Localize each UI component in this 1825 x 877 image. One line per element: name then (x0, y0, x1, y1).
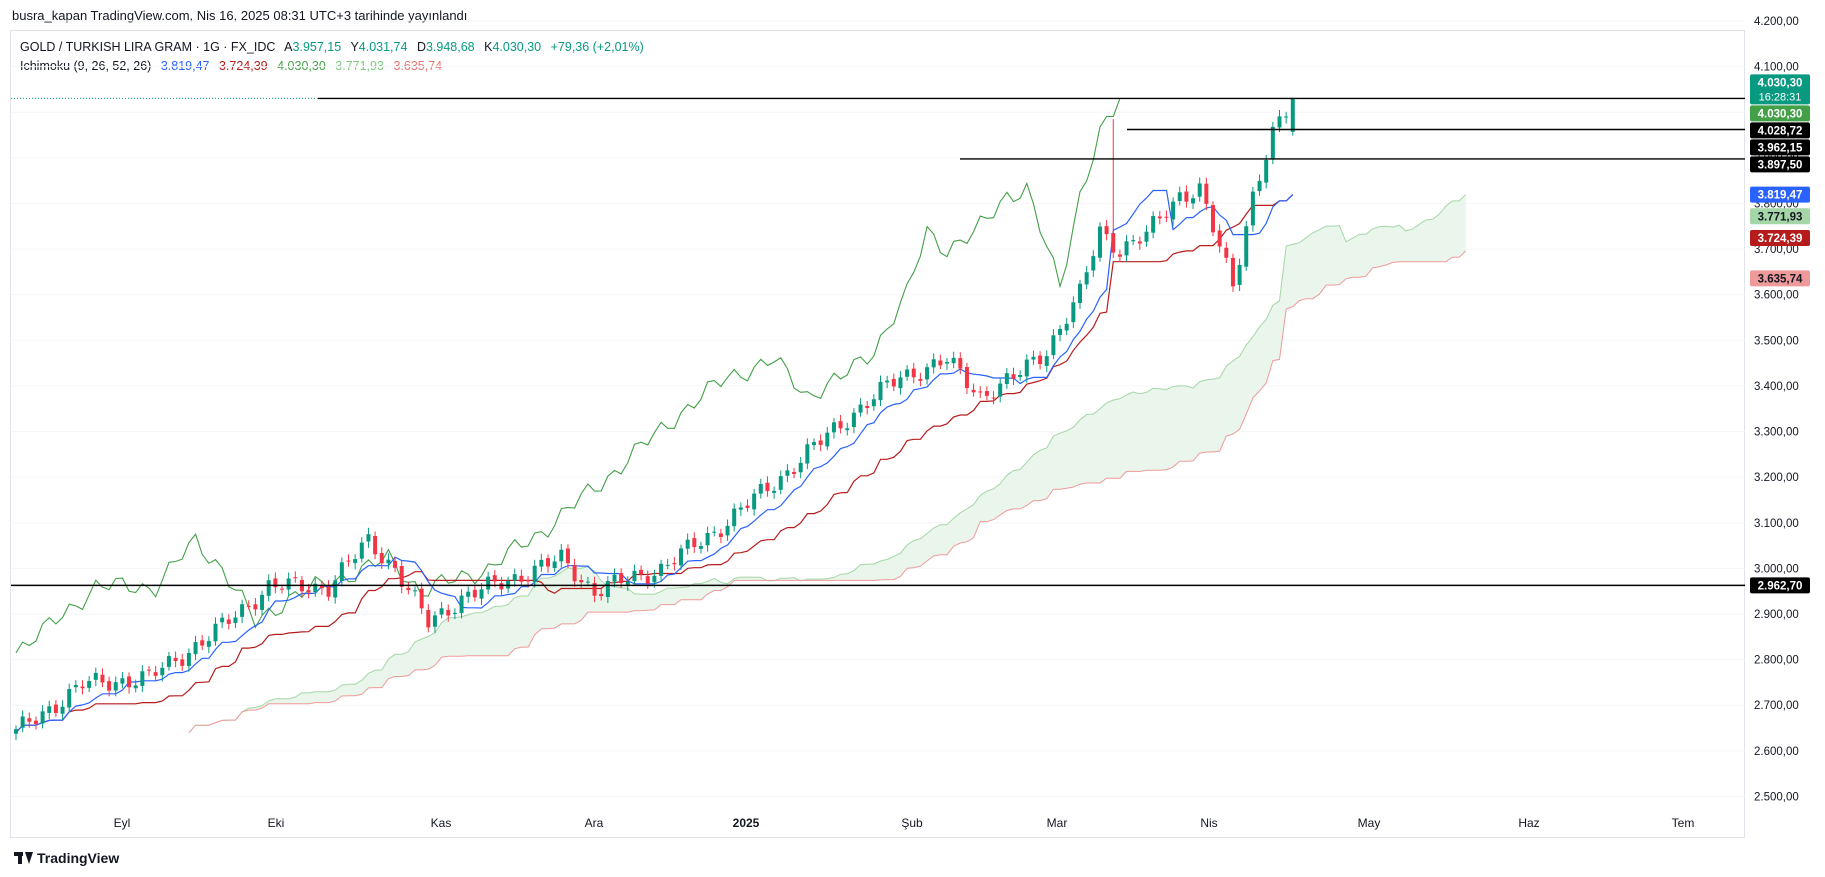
ohlc-open: A3.957,15 (284, 40, 342, 54)
price-label: 3.897,50 (1750, 156, 1810, 173)
y-tick-label: 3.700,00 (1754, 244, 1799, 256)
price-label-text: 3.962,15 (1758, 142, 1803, 154)
y-tick-label: 4.000,00 (1754, 107, 1799, 119)
price-label-text: 2.962,70 (1758, 580, 1803, 592)
price-label: 4.030,30 (1750, 105, 1810, 122)
price-label: 4.028,72 (1750, 122, 1810, 139)
ohlc-high: Y4.031,74 (350, 40, 408, 54)
y-tick-label: 3.100,00 (1754, 518, 1799, 530)
chart-legend: GOLD / TURKISH LIRA GRAM · 1G · FX_IDC A… (20, 38, 650, 76)
y-tick-label: 3.600,00 (1754, 290, 1799, 302)
price-label-countdown: 16:28:31 (1759, 91, 1802, 103)
indicator-kijun-value: 3.724,39 (218, 59, 268, 73)
y-tick-label: 2.900,00 (1754, 609, 1799, 621)
price-label-bg (1750, 208, 1810, 225)
published-caption: busra_kapan TradingView.com, Nis 16, 202… (12, 8, 468, 23)
indicator-tenkan-value: 3.819,47 (160, 59, 210, 73)
indicator-name[interactable]: Ichimoku (9, 26, 52, 26) (20, 59, 152, 73)
y-tick-label: 3.400,00 (1754, 381, 1799, 393)
indicator-chikou-value: 4.030,30 (277, 59, 326, 73)
price-label-bg (1750, 229, 1810, 246)
price-label-bg (1750, 186, 1810, 203)
tradingview-logo-icon (14, 852, 33, 864)
price-label-bg (1750, 74, 1810, 105)
y-tick-label: 3.200,00 (1754, 472, 1799, 484)
price-label-bg (1750, 156, 1810, 173)
price-label-text: 3.897,50 (1758, 159, 1803, 171)
indicator-row: Ichimoku (9, 26, 52, 26) 3.819,47 3.724,… (20, 57, 650, 76)
price-label-text: 4.030,30 (1758, 77, 1803, 89)
ohlc-row: GOLD / TURKISH LIRA GRAM · 1G · FX_IDC A… (20, 38, 650, 57)
price-label-bg (1750, 270, 1810, 287)
tradingview-logo: TradingView (14, 850, 119, 866)
price-label-bg (1750, 139, 1810, 156)
price-label-text: 3.635,74 (1758, 273, 1803, 285)
price-label-text: 3.771,93 (1758, 211, 1803, 223)
price-label: 3.962,15 (1750, 139, 1810, 156)
chart-frame (10, 30, 1745, 838)
y-tick-label: 3.000,00 (1754, 563, 1799, 575)
ohlc-close: K4.030,30 (484, 40, 542, 54)
y-tick-label: 2.800,00 (1754, 655, 1799, 667)
symbol-name[interactable]: GOLD / TURKISH LIRA GRAM · 1G · FX_IDC (20, 40, 276, 54)
price-label-text: 4.028,72 (1758, 125, 1803, 137)
price-label-text: 3.819,47 (1758, 190, 1803, 202)
price-label: 3.771,93 (1750, 208, 1810, 225)
price-label: 3.819,47 (1750, 186, 1810, 203)
indicator-spana-value: 3.771,93 (335, 59, 384, 73)
price-label: 2.962,70 (1750, 577, 1810, 594)
ohlc-change: +79,36 (+2,01%) (550, 40, 644, 54)
price-label: 3.635,74 (1750, 270, 1810, 287)
y-tick-label: 2.700,00 (1754, 700, 1799, 712)
y-tick-label: 2.500,00 (1754, 791, 1799, 803)
price-label-bg (1750, 122, 1810, 139)
y-tick-label: 3.800,00 (1754, 198, 1799, 210)
price-label-text: 3.724,39 (1758, 233, 1803, 245)
ohlc-low: D3.948,68 (416, 40, 475, 54)
y-tick-label: 2.600,00 (1754, 746, 1799, 758)
price-label-bg (1750, 105, 1810, 122)
y-tick-label: 3.900,00 (1754, 153, 1799, 165)
price-label: 4.030,30 16:28:31 (1750, 74, 1810, 105)
price-label: 3.724,39 (1750, 229, 1810, 246)
y-tick-label: 3.500,00 (1754, 335, 1799, 347)
price-label-text: 4.030,30 (1758, 108, 1803, 120)
y-tick-label: 4.200,00 (1754, 16, 1799, 28)
y-tick-label: 4.100,00 (1754, 62, 1799, 74)
price-label-bg (1750, 577, 1810, 594)
indicator-spanb-value: 3.635,74 (393, 59, 443, 73)
y-tick-label: 3.300,00 (1754, 427, 1799, 439)
